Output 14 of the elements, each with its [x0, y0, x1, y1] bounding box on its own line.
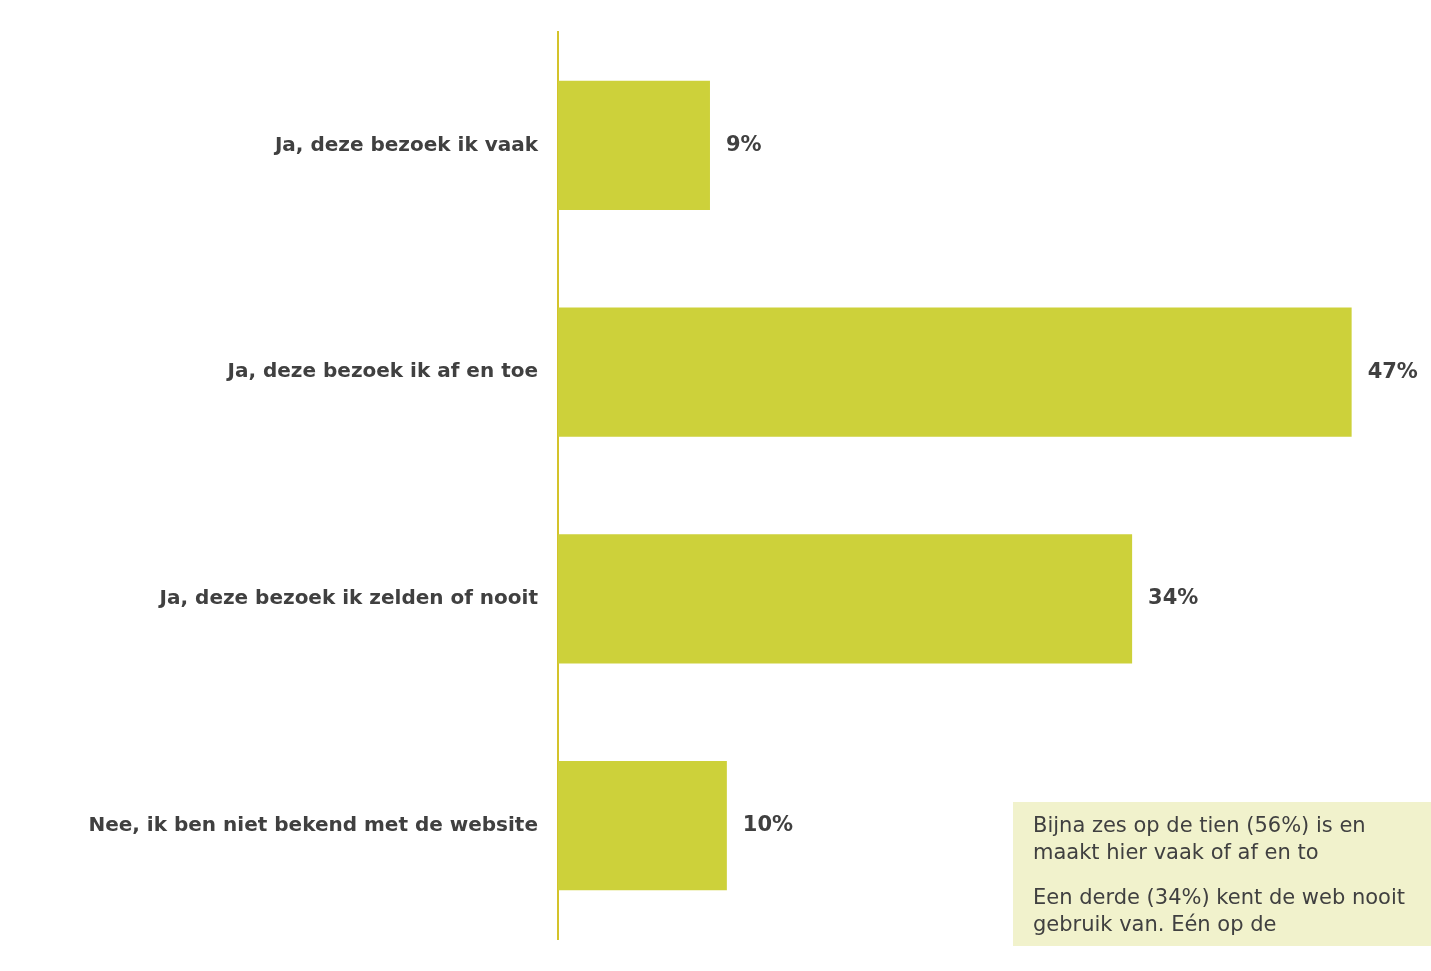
data-label: 9% — [725, 131, 762, 156]
bar — [558, 761, 727, 891]
data-label: 10% — [742, 812, 794, 837]
bar — [558, 80, 710, 210]
annotation: Bijna zes op de tien (56%) is en maakt hier vaak of af en to — [1033, 812, 1367, 866]
y-tick-label: Ja, deze bezoek ik zelden of nooit — [157, 585, 539, 610]
bar — [558, 534, 1133, 664]
data-label: 34% — [1148, 585, 1199, 610]
y-tick-label: Ja, deze bezoek ik af en toe — [225, 358, 538, 383]
bar — [558, 307, 1352, 437]
y-tick-label: Nee, ik ben niet bekend met de website — [88, 811, 538, 836]
y-tick-label: Ja, deze bezoek ik vaak — [272, 131, 539, 156]
data-label: 47% — [1367, 358, 1418, 383]
annotation: Een derde (34%) kent de web nooit gebruik van. Eén op de — [1033, 884, 1406, 938]
